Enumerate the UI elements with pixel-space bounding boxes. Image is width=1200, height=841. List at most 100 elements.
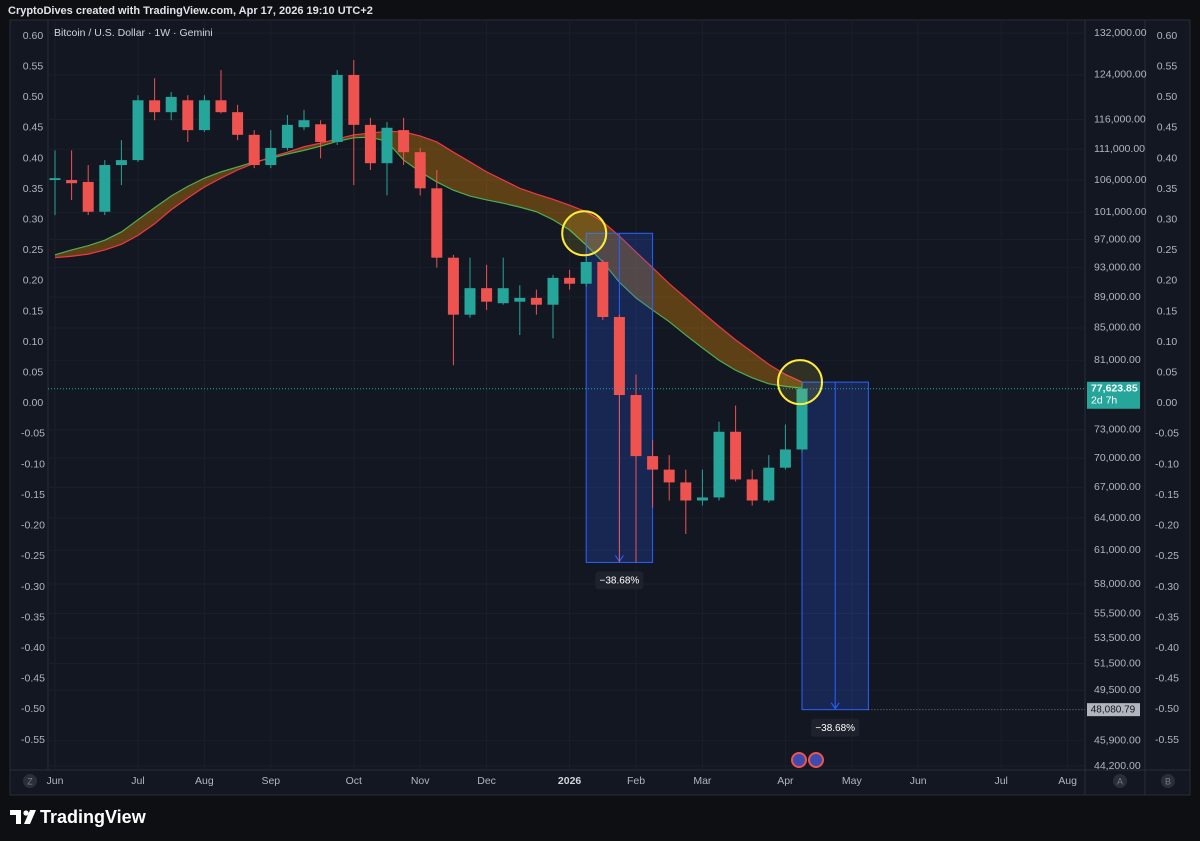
candle-body xyxy=(381,127,393,164)
candle-body xyxy=(680,482,692,501)
candle-body xyxy=(696,497,708,501)
event-icons[interactable] xyxy=(791,752,824,768)
candle-body xyxy=(348,74,360,125)
price-label: 48,080.79 xyxy=(1091,704,1136,715)
y2-tick-label: -0.35 xyxy=(1155,611,1179,623)
y2-tick-label: 0.55 xyxy=(1157,60,1178,72)
y2-tick-label: -0.50 xyxy=(1155,703,1179,715)
candle-body xyxy=(99,165,111,212)
plot: −38.68% −38.68% xyxy=(48,59,1085,737)
candle-body xyxy=(613,317,625,396)
y-tick-label: 132,000.00 xyxy=(1094,27,1147,39)
candle-body xyxy=(149,100,161,113)
last-price-label: 77,623.85 xyxy=(1091,383,1138,395)
x-tick-label: Apr xyxy=(777,775,794,787)
y-tick-label: 53,500.00 xyxy=(1094,632,1141,644)
control-button[interactable] xyxy=(1161,774,1175,788)
event-icon[interactable] xyxy=(808,752,824,768)
y2-tick-label: -0.05 xyxy=(21,428,45,440)
candle-body xyxy=(215,100,227,113)
highlight-circle xyxy=(561,210,608,257)
candle-body xyxy=(265,147,277,166)
x-tick-label: 2026 xyxy=(558,775,582,787)
candle-body xyxy=(165,96,177,113)
measure-label: −38.68% xyxy=(815,723,855,734)
control-label[interactable]: Z xyxy=(27,776,33,786)
highlight-circle xyxy=(777,359,823,406)
candle-body xyxy=(447,257,459,315)
y2-tick-label: 0.20 xyxy=(23,275,44,287)
y2-tick-label: -0.20 xyxy=(21,520,45,532)
candle-body xyxy=(663,469,675,483)
control-button[interactable] xyxy=(23,774,37,788)
y-tick-label: 45,900.00 xyxy=(1094,735,1141,747)
x-tick-label: Nov xyxy=(411,775,430,787)
candle-body xyxy=(713,431,725,498)
y-tick-label: 64,000.00 xyxy=(1094,512,1141,524)
candle-body xyxy=(647,456,659,470)
x-tick-label: Dec xyxy=(477,775,496,787)
y2-tick-label: -0.20 xyxy=(1155,520,1179,532)
control-button[interactable] xyxy=(1113,774,1127,788)
y2-tick-label: 0.40 xyxy=(1157,152,1178,164)
candle-body xyxy=(464,288,476,315)
candle-body xyxy=(281,124,293,148)
candle-body xyxy=(530,297,542,305)
y-tick-label: 101,000.00 xyxy=(1094,206,1147,218)
y-tick-label: 97,000.00 xyxy=(1094,233,1141,245)
chart-title: Bitcoin / U.S. Dollar · 1W · Gemini xyxy=(54,27,213,39)
control-label[interactable]: A xyxy=(1117,776,1123,786)
ma-band xyxy=(55,131,802,389)
x-tick-label: Jun xyxy=(47,775,64,787)
candle-body xyxy=(315,124,327,142)
candle-body xyxy=(779,449,791,468)
y-tick-label: 67,000.00 xyxy=(1094,481,1141,493)
y2-tick-label: 0.05 xyxy=(1157,367,1178,379)
y-tick-label: 111,000.00 xyxy=(1094,143,1145,155)
x-tick-label: Aug xyxy=(195,775,214,787)
y2-tick-label: 0.10 xyxy=(23,336,44,348)
y2-tick-label: 0.30 xyxy=(23,213,44,225)
ma-line xyxy=(54,130,803,383)
y2-tick-label: 0.00 xyxy=(1157,397,1178,409)
y-tick-label: 116,000.00 xyxy=(1094,113,1146,125)
measure-label-box xyxy=(595,571,644,590)
header: CryptoDives created with TradingView.com… xyxy=(8,5,373,17)
measure-arrowhead xyxy=(830,702,840,710)
ma-line xyxy=(54,136,803,389)
candle-body xyxy=(182,100,194,131)
y2-tick-label: 0.55 xyxy=(23,60,44,72)
candle-body xyxy=(547,277,559,305)
y2-tick-label: -0.35 xyxy=(21,611,45,623)
candle-body xyxy=(66,180,78,184)
candle-body xyxy=(580,261,592,284)
y2-tick-label: 0.05 xyxy=(23,367,44,379)
candle-body xyxy=(597,261,609,318)
y2-tick-label: -0.30 xyxy=(21,581,45,593)
y2-tick-label: 0.50 xyxy=(23,91,44,103)
y2-tick-label: 0.20 xyxy=(1157,275,1178,287)
axes: 132,000.00 124,000.00 116,000.00 111,000.00… xyxy=(21,27,1179,787)
candle-body xyxy=(248,134,260,166)
event-icon[interactable] xyxy=(791,752,807,768)
candle-body xyxy=(730,431,742,480)
y-tick-label: 51,500.00 xyxy=(1094,657,1141,669)
price-label-box xyxy=(1087,703,1140,717)
y2-tick-label: 0.50 xyxy=(1157,91,1178,103)
candle-body xyxy=(198,100,210,131)
y2-tick-label: -0.50 xyxy=(21,703,45,715)
y2-tick-label: 0.45 xyxy=(1157,122,1178,134)
y-tick-label: 93,000.00 xyxy=(1094,261,1141,273)
candle-body xyxy=(49,178,61,181)
y2-tick-label: -0.45 xyxy=(21,673,45,685)
y2-tick-label: 0.10 xyxy=(1157,336,1178,348)
measure-label-box xyxy=(811,718,860,737)
candle-body xyxy=(746,479,758,501)
y-tick-label: 49,500.00 xyxy=(1094,684,1141,696)
control-label[interactable]: B xyxy=(1165,776,1171,786)
y2-tick-label: -0.40 xyxy=(21,642,45,654)
candle-body xyxy=(82,181,94,212)
candle-body xyxy=(331,74,343,142)
